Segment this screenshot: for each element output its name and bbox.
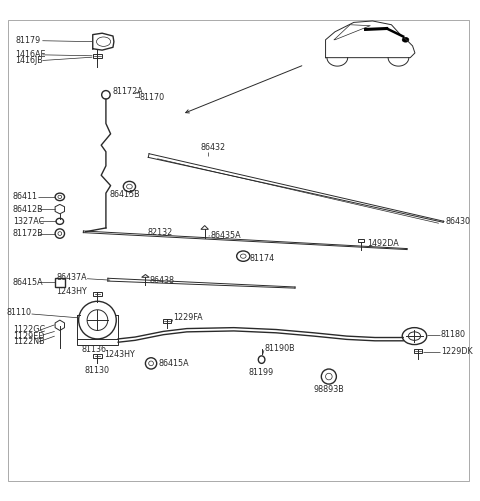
Text: 86411: 86411 [13,192,38,201]
Text: 81174: 81174 [250,254,275,263]
Text: 1122GC: 1122GC [13,325,45,334]
Text: 81170: 81170 [140,93,165,102]
Text: 86415A: 86415A [13,278,43,287]
Text: 1327AC: 1327AC [13,217,44,226]
Text: 86435A: 86435A [210,231,241,240]
Text: 1229FA: 1229FA [173,313,203,322]
Text: 86415B: 86415B [109,189,140,198]
Text: 81110: 81110 [7,308,32,317]
Text: 81180: 81180 [441,330,466,339]
Text: 1492DA: 1492DA [367,239,399,248]
Text: 1229DK: 1229DK [441,347,472,356]
Text: 1416AE: 1416AE [15,50,46,59]
Text: 81179: 81179 [15,36,40,45]
Text: 1243HY: 1243HY [56,288,87,297]
Text: 81199: 81199 [249,368,274,377]
Text: 1129ED: 1129ED [13,332,44,341]
Text: 81130: 81130 [85,366,110,375]
Text: 81136: 81136 [82,345,107,354]
Ellipse shape [402,38,409,42]
Text: 81172A: 81172A [112,87,143,96]
Text: 98893B: 98893B [313,385,344,394]
Text: 86430: 86430 [445,217,470,226]
Text: 1122NB: 1122NB [13,337,45,346]
Text: 81190B: 81190B [265,344,296,353]
Text: 86412B: 86412B [13,204,43,213]
Text: 1243HY: 1243HY [105,350,135,359]
Text: 82132: 82132 [147,228,173,237]
Text: 86437A: 86437A [57,273,87,282]
Text: 1416JB: 1416JB [15,56,43,65]
Text: 86438: 86438 [149,276,174,285]
Text: 86432: 86432 [201,143,226,152]
Text: 86415A: 86415A [158,359,189,368]
Text: 81172B: 81172B [13,229,44,238]
